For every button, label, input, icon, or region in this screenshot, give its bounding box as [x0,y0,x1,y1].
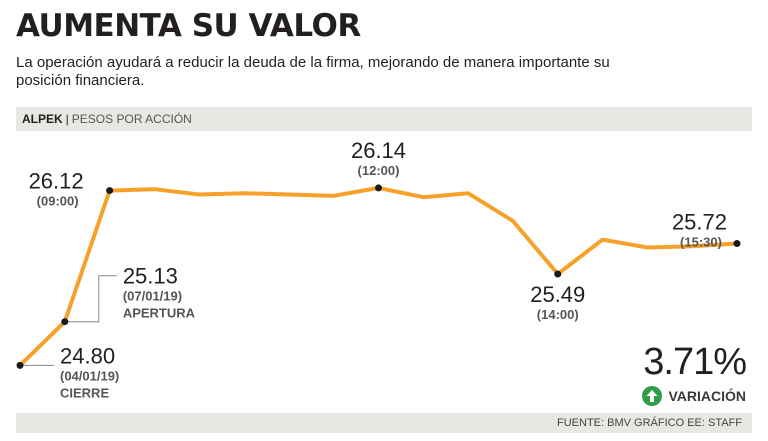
data-labels: 24.80(04/01/19) CIERRE 25.13(07/01/19) APER… [29,138,727,400]
variation-label-row: VARIACIÓN [642,386,746,406]
source-text: FUENTE: BMV GRÁFICO EE: STAFF [557,417,742,429]
source-footer: FUENTE: BMV GRÁFICO EE: STAFF [16,413,752,433]
data-point-marker [375,184,382,192]
data-label-value: 24.80 [60,343,115,368]
header-separator: | [65,112,69,126]
variation-value: 3.71% [643,341,747,383]
data-label-note: CIERRE [60,385,109,400]
data-label-time: (14:00) [537,307,579,322]
leader-line [64,275,117,323]
data-label-time: (09:00) [37,194,79,209]
arrow-up-icon [642,386,663,406]
data-label-value: 25.49 [530,282,585,307]
data-markers [16,184,741,369]
ticker-label: ALPEK [22,112,63,126]
variation-label: VARIACIÓN [668,388,746,404]
data-label-time: (12:00) [358,163,400,178]
data-point-marker [554,270,562,278]
data-label-time: (07/01/19) [123,289,182,304]
data-label-value: 25.13 [123,264,178,289]
data-point-marker [733,240,741,248]
data-label-value: 26.12 [29,169,84,194]
data-point-marker [16,361,24,369]
chart-header-bar: ALPEK | PESOS POR ACCIÓN [16,107,752,131]
data-label-time: (15:30) [680,235,722,250]
chart-title: AUMENTA SU VALOR [16,8,361,44]
data-point-marker [61,318,69,326]
data-label-value: 26.14 [351,138,406,163]
unit-label: PESOS POR ACCIÓN [71,112,192,126]
data-label-time: (04/01/19) [60,368,119,383]
data-label-note: APERTURA [123,306,196,321]
data-point-marker [106,187,114,195]
variation-block: 3.71% VARIACIÓN [642,341,747,406]
data-label-value: 25.72 [672,210,727,235]
chart-subtitle: La operación ayudará a reducir la deuda … [16,54,610,89]
leader-lines [20,275,117,366]
